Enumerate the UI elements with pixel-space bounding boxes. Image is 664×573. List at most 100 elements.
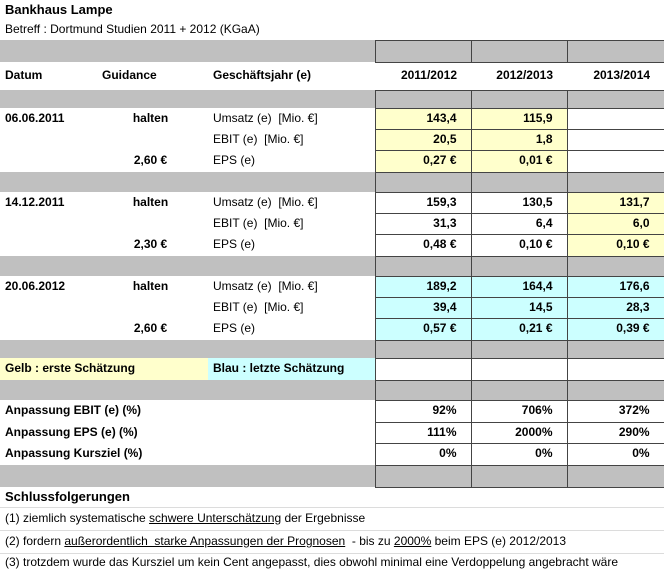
estimate-row: 2,30 € EPS (e) 0,48 € 0,10 € 0,10 €	[0, 233, 664, 257]
separator-box	[374, 171, 472, 193]
metric-label: Umsatz (e) [Mio. €]	[213, 110, 318, 125]
estimate-row: 06.06.2011 halten Umsatz (e) [Mio. €] 14…	[0, 107, 664, 130]
conclusions-heading-row: Schlussfolgerungen	[0, 487, 664, 508]
estimate-value: 14,5	[470, 296, 568, 319]
separator-cell	[0, 340, 375, 358]
estimate-value	[566, 149, 664, 173]
legend-last-estimate: Blau : letzte Schätzung	[208, 358, 375, 380]
separator-row	[0, 255, 664, 277]
estimate-value: 0,10 €	[470, 233, 568, 257]
conclusion-text: - bis zu	[345, 533, 394, 548]
separator-box	[470, 464, 568, 488]
adjustment-row: Anpassung EBIT (e) (%) 92% 706% 372%	[0, 399, 664, 423]
estimate-value: 1,8	[470, 128, 568, 151]
legend-first-estimate: Gelb : erste Schätzung	[0, 358, 208, 380]
price-target: 2,60 €	[133, 153, 168, 168]
separator-box	[566, 255, 664, 277]
empty-cell	[566, 357, 664, 381]
estimate-value: 115,9	[470, 107, 568, 130]
conclusion-text: der Ergebnisse	[281, 510, 366, 525]
estimate-value: 0,48 €	[374, 233, 472, 257]
separator-cell	[0, 172, 375, 192]
metric-label: EBIT (e) [Mio. €]	[213, 215, 304, 230]
adjustment-value: 0%	[470, 442, 568, 466]
conclusion-item: (1) ziemlich systematische schwere Unter…	[0, 507, 664, 531]
adjustment-value: 0%	[566, 442, 664, 466]
col-header-2011-2012: 2011/2012	[400, 68, 457, 83]
separator-cell	[0, 380, 375, 400]
separator-box	[566, 339, 664, 359]
separator-box	[374, 464, 472, 488]
estimate-value: 0,21 €	[470, 317, 568, 341]
estimate-value: 131,7	[566, 191, 664, 214]
estimate-value: 0,39 €	[566, 317, 664, 341]
adjustment-value: 111%	[374, 421, 472, 444]
estimate-row: EBIT (e) [Mio. €] 31,3 6,4 6,0	[0, 212, 664, 235]
empty-cell	[0, 213, 93, 234]
conclusion-text: beim EPS (e) 2012/2013	[431, 533, 567, 548]
estimate-date: 20.06.2012	[5, 278, 66, 293]
adjustment-label: Anpassung EPS (e) (%)	[5, 424, 138, 439]
empty-cell	[93, 129, 208, 150]
separator-box	[374, 89, 472, 109]
estimate-value: 6,0	[566, 212, 664, 235]
estimate-value: 39,4	[374, 296, 472, 319]
conclusions-heading: Schlussfolgerungen	[0, 487, 664, 508]
adjustment-value: 92%	[374, 399, 472, 423]
col-header-2012-2013: 2012/2013	[496, 68, 553, 83]
guidance-value: halten	[132, 194, 169, 209]
empty-cell	[0, 234, 93, 256]
estimate-value: 159,3	[374, 191, 472, 214]
empty-cell	[0, 150, 93, 172]
conclusion-text: (1) ziemlich systematische	[5, 510, 150, 525]
estimate-value: 0,10 €	[566, 233, 664, 257]
metric-label: Umsatz (e) [Mio. €]	[213, 278, 318, 293]
separator-box	[470, 379, 568, 401]
price-target: 2,30 €	[133, 237, 168, 252]
estimate-date: 14.12.2011	[5, 194, 65, 209]
estimate-value: 189,2	[374, 275, 472, 298]
col-header-datum: Datum	[5, 68, 43, 83]
separator-cell	[0, 465, 375, 487]
estimate-value: 6,4	[470, 212, 568, 235]
separator-row	[0, 171, 664, 193]
guidance-value: halten	[132, 278, 169, 293]
estimate-row: EBIT (e) [Mio. €] 20,5 1,8	[0, 128, 664, 151]
separator-row	[0, 39, 664, 63]
separator-box	[374, 39, 472, 63]
col-header-guidance: Guidance	[102, 68, 157, 83]
separator-row	[0, 379, 664, 401]
estimate-value: 130,5	[470, 191, 568, 214]
metric-label: Umsatz (e) [Mio. €]	[213, 194, 318, 209]
conclusion-underlined-text: schwere Unterschätzung	[149, 510, 282, 525]
conclusion-item: (3) trotzdem wurde das Kursziel um kein …	[0, 553, 664, 573]
page-title: Bankhaus Lampe	[5, 1, 113, 17]
empty-cell	[0, 318, 93, 340]
conclusion-text: (3) trotzdem wurde das Kursziel um kein …	[5, 555, 619, 570]
adjustment-value: 290%	[566, 421, 664, 444]
column-header-row: Datum Guidance Geschäftsjahr (e) 2011/20…	[0, 62, 664, 90]
estimate-value: 0,57 €	[374, 317, 472, 341]
separator-box	[470, 339, 568, 359]
metric-label: EPS (e)	[213, 237, 256, 252]
separator-box	[470, 171, 568, 193]
estimate-row: 20.06.2012 halten Umsatz (e) [Mio. €] 18…	[0, 275, 664, 298]
conclusion-underlined-text: 2000%	[393, 533, 432, 548]
separator-box	[566, 89, 664, 109]
separator-box	[566, 39, 664, 63]
col-header-2013-2014: 2013/2014	[593, 68, 651, 83]
estimate-value	[566, 107, 664, 130]
subject-line: Betreff : Dortmund Studien 2011 + 2012 (…	[5, 21, 260, 36]
adjustment-row: Anpassung EPS (e) (%) 111% 2000% 290%	[0, 421, 664, 444]
separator-box	[470, 89, 568, 109]
conclusion-text: (2) fordern	[5, 533, 65, 548]
separator-box	[470, 39, 568, 63]
separator-box	[566, 171, 664, 193]
subject-row: Betreff : Dortmund Studien 2011 + 2012 (…	[0, 20, 664, 40]
empty-cell	[0, 129, 93, 150]
separator-cell	[0, 40, 375, 62]
title-row: Bankhaus Lampe	[0, 0, 664, 20]
separator-row	[0, 464, 664, 488]
conclusion-row: (2) fordern außerordentlich starke Anpas…	[0, 530, 664, 554]
